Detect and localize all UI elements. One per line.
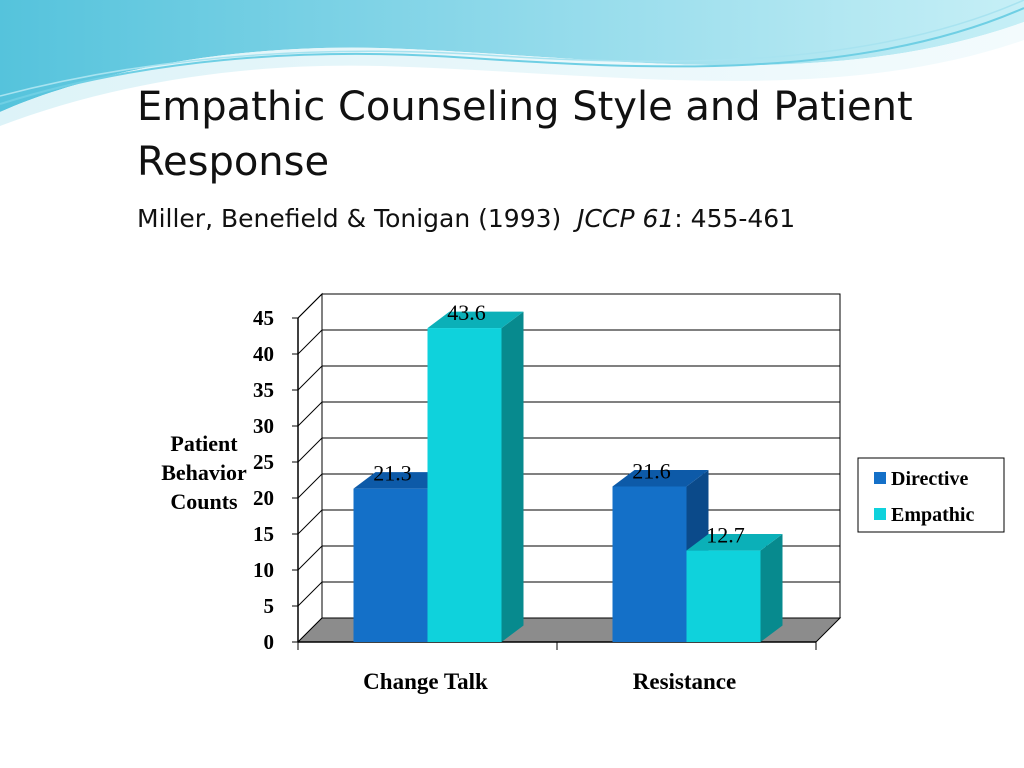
- x-tick-label: Change Talk: [363, 669, 488, 694]
- y-tick-label: 15: [253, 522, 274, 546]
- slide-title: Empathic Counseling Style and Patient Re…: [137, 84, 913, 185]
- bar-side-empathic: [760, 534, 783, 642]
- y-tick-label: 25: [253, 450, 274, 474]
- citation-journal: JCCP 61: [577, 204, 675, 233]
- gridline-side: [297, 401, 323, 427]
- y-tick-label: 40: [253, 342, 274, 366]
- y-axis-label: Patient: [170, 431, 238, 456]
- bar-top-empathic: [427, 311, 524, 329]
- legend-label-directive: Directive: [891, 468, 968, 490]
- y-tick-label: 20: [253, 486, 274, 510]
- bar-empathic: [686, 550, 761, 642]
- bar-top-directive: [353, 472, 450, 489]
- y-tick-label: 45: [253, 306, 274, 330]
- y-tick-label: 0: [264, 630, 275, 654]
- y-tick-label: 30: [253, 414, 274, 438]
- legend-swatch-directive: [874, 472, 886, 484]
- citation-pages: : 455-461: [674, 204, 796, 233]
- gridline-side: [297, 329, 323, 355]
- data-label: 21.3: [373, 461, 412, 486]
- gridline-side: [297, 509, 323, 535]
- gridline-side: [297, 293, 323, 319]
- bar-side-empathic: [501, 311, 524, 642]
- bar-top-empathic: [686, 534, 783, 551]
- slide-subtitle: Miller, Benefield & Tonigan (1993) JCCP …: [137, 202, 997, 236]
- y-tick-label: 5: [264, 594, 275, 618]
- header-wave-decoration: [0, 0, 1024, 126]
- chart-side-wall: [297, 292, 323, 644]
- gridline-side: [297, 545, 323, 571]
- citation-authors: Miller, Benefield & Tonigan (1993): [137, 204, 578, 233]
- bar-top-directive: [612, 469, 709, 487]
- data-label: 43.6: [447, 300, 486, 325]
- y-axis-label: Counts: [170, 489, 238, 514]
- y-tick-label: 35: [253, 378, 274, 402]
- gridline-side: [297, 473, 323, 499]
- legend-label-empathic: Empathic: [891, 504, 974, 526]
- legend-swatch-empathic: [874, 508, 886, 520]
- y-axis-label: Behavior: [161, 460, 247, 485]
- gridline-side: [297, 437, 323, 463]
- data-label: 12.7: [706, 523, 745, 548]
- data-label: 21.6: [632, 458, 671, 483]
- y-tick-label: 10: [253, 558, 274, 582]
- gridline-side: [297, 365, 323, 391]
- bar-directive: [612, 486, 687, 642]
- bar-empathic: [427, 328, 502, 642]
- gridline-side: [297, 581, 323, 607]
- bar-directive: [353, 488, 428, 642]
- x-tick-label: Resistance: [633, 669, 736, 694]
